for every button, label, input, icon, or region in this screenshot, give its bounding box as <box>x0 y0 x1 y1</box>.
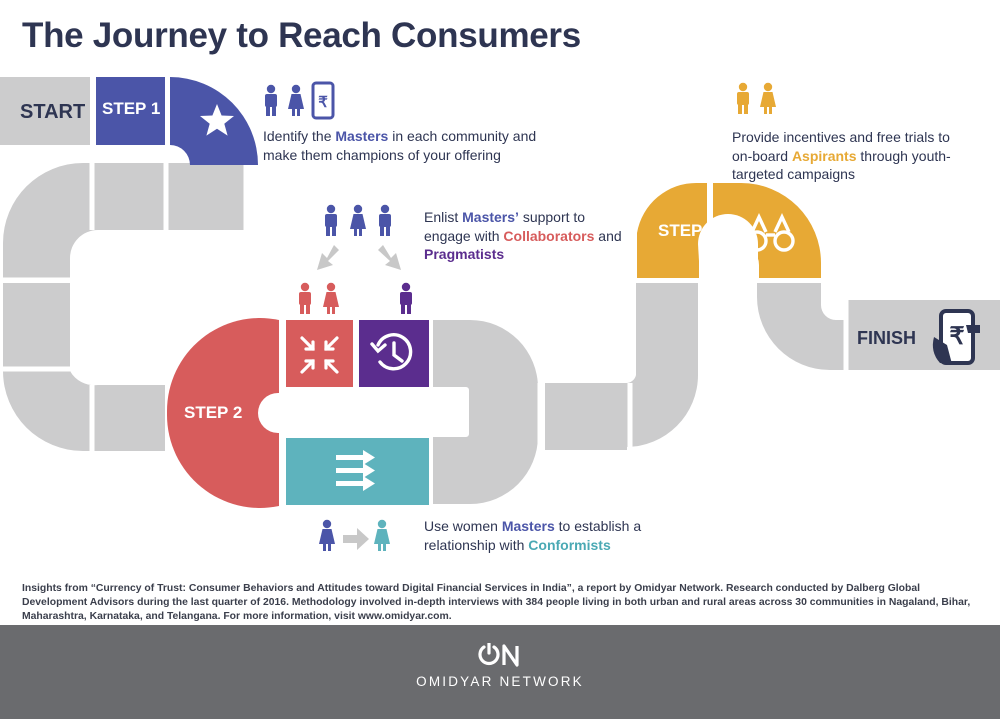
track-bottom-2 <box>545 383 627 450</box>
man-woman-man-icon <box>325 204 391 236</box>
svg-text:₹: ₹ <box>318 94 328 111</box>
binoculars-icon <box>746 212 795 252</box>
enlist-callout: Enlist Masters’ support to engage with C… <box>424 209 622 262</box>
page-title: The Journey to Reach Consumers <box>22 16 581 55</box>
journey-board: START STEP 1 STEP 2 STEP 3 FINISH <box>0 77 1000 551</box>
pragmatist-person-icon <box>400 282 412 314</box>
svg-text:₹: ₹ <box>949 323 964 350</box>
track-curve-left-bottom <box>3 371 165 451</box>
phone-in-hand-rupee-icon: ₹ <box>932 309 980 365</box>
track-left-vertical <box>3 283 70 367</box>
step1-label: STEP 1 <box>102 99 160 118</box>
step1-tile <box>96 77 165 145</box>
step2-curve <box>167 318 279 508</box>
arrows-inward-icon <box>300 336 339 374</box>
women-masters-icon <box>319 519 390 551</box>
step3-left <box>637 182 707 278</box>
history-clock-icon <box>370 333 413 371</box>
track <box>0 77 1000 504</box>
step1-callout: Identify the Masters in each community a… <box>263 128 537 163</box>
collaborators-people-icon <box>299 282 339 314</box>
omidyar-logo <box>0 641 1000 672</box>
step2-gap <box>258 393 433 433</box>
finish-label: FINISH <box>857 328 916 348</box>
women-callout: Use women Masters to establish a relatio… <box>424 518 642 553</box>
track-curve-finish <box>757 283 848 370</box>
power-on-logo-icon <box>478 641 519 667</box>
track-curve-middle-right <box>433 320 538 504</box>
man-woman-phone-rupee-icon: ₹ <box>265 81 335 120</box>
star-icon <box>200 104 234 136</box>
gray-arrow-icon <box>317 245 401 270</box>
step2-label: STEP 2 <box>184 403 242 422</box>
track-curve-step3-down <box>626 283 698 447</box>
footer: OMIDYAR NETWORK <box>0 625 1000 719</box>
man-woman-icon <box>737 82 776 114</box>
start-label: START <box>20 101 85 123</box>
footer-organization-name: OMIDYAR NETWORK <box>416 674 584 689</box>
step2-tile-collaborators <box>286 320 353 387</box>
track-start <box>0 77 90 145</box>
footnote: Insights from “Currency of Trust: Consum… <box>22 583 971 622</box>
step3-callout: Provide incentives and free trials to on… <box>732 129 951 182</box>
arrows-forward-icon <box>336 450 375 491</box>
step3-label: STEP 3 <box>658 221 716 240</box>
